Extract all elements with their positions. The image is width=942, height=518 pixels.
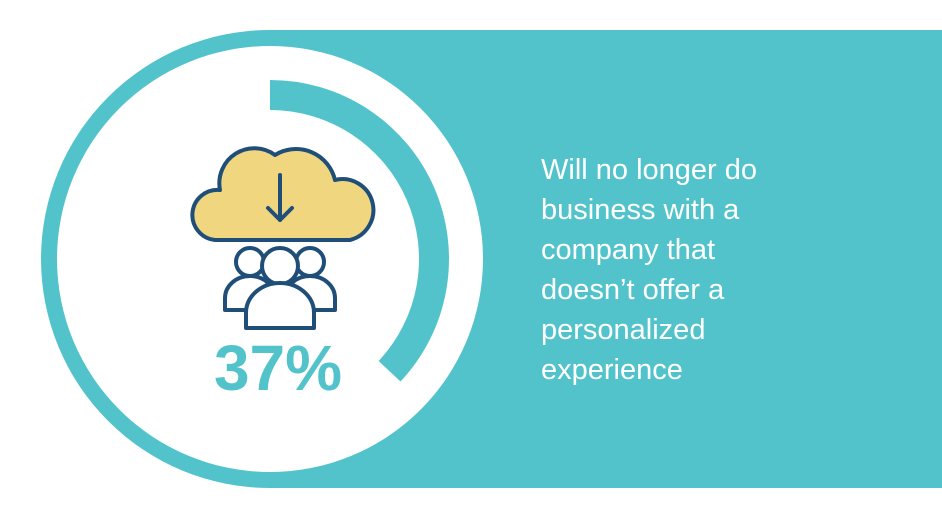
person-head: [234, 246, 266, 278]
caption: Will no longer do business with a compan…: [541, 154, 757, 386]
person-body: [244, 281, 316, 330]
icon: [190, 146, 376, 330]
progress-arc: [269, 80, 449, 382]
arrow-head: [266, 206, 294, 222]
value-label: 37%: [214, 332, 342, 404]
person-head: [260, 246, 300, 286]
cloud: [190, 146, 376, 242]
person-head: [294, 246, 326, 278]
